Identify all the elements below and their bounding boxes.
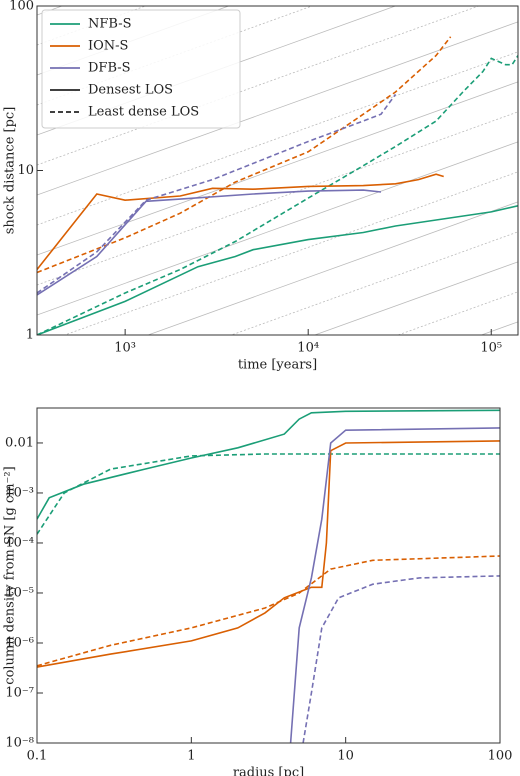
legend-label: Densest LOS bbox=[88, 83, 173, 98]
series-line bbox=[302, 575, 500, 743]
guide-line bbox=[37, 111, 518, 286]
guide-line bbox=[37, 51, 518, 226]
guide-line bbox=[146, 201, 518, 335]
guide-line bbox=[37, 81, 518, 256]
legend-box bbox=[41, 9, 241, 129]
guide-line bbox=[37, 562, 518, 735]
x-tick-label: 0.1 bbox=[27, 749, 48, 764]
guide-line bbox=[37, 502, 518, 675]
plot-frame bbox=[36, 407, 501, 744]
guide-line bbox=[37, 141, 518, 316]
guide-line bbox=[37, 412, 518, 585]
series-line bbox=[289, 427, 500, 743]
y-tick-label: 10⁻⁴ bbox=[5, 535, 34, 550]
guide-line bbox=[313, 261, 518, 335]
guide-line bbox=[230, 231, 518, 335]
y-tick-label: 10⁻³ bbox=[5, 485, 34, 500]
series-line bbox=[37, 409, 500, 520]
x-axis-label: radius [pc] bbox=[233, 766, 304, 776]
x-tick-label: 100 bbox=[488, 749, 513, 764]
guide-line bbox=[63, 171, 518, 335]
y-tick-label: 100 bbox=[9, 0, 34, 14]
y-tick-label: 10⁻⁶ bbox=[5, 635, 34, 650]
legend-label: Least dense LOS bbox=[88, 105, 199, 120]
guide-line bbox=[37, 442, 518, 615]
series-line bbox=[37, 453, 500, 535]
x-tick-label: 10⁵ bbox=[480, 341, 502, 356]
y-tick-label: 0.01 bbox=[5, 435, 34, 450]
x-axis-label: time [years] bbox=[238, 358, 317, 373]
guide-line bbox=[396, 291, 518, 335]
legend-label: DFB-S bbox=[88, 61, 131, 76]
x-tick-label: 10³ bbox=[114, 341, 136, 356]
guide-line bbox=[37, 21, 518, 196]
y-tick-label: 10⁻⁷ bbox=[5, 685, 34, 700]
x-tick-label: 10⁴ bbox=[297, 341, 319, 356]
x-tick-label: 10 bbox=[337, 749, 354, 764]
y-tick-label: 10⁻⁸ bbox=[5, 736, 34, 751]
series-line bbox=[37, 555, 500, 667]
y-tick-label: 10 bbox=[17, 163, 34, 178]
y-tick-label: 10⁻⁵ bbox=[5, 585, 34, 600]
series-line bbox=[37, 205, 518, 335]
y-axis-label: shock distance [pc] bbox=[3, 107, 18, 235]
series-line bbox=[37, 189, 382, 296]
guide-line bbox=[37, 6, 480, 166]
legend-label: ION-S bbox=[88, 39, 128, 54]
y-axis-label: column density from SN [g cm⁻²] bbox=[3, 466, 18, 684]
legend-label: NFB-S bbox=[88, 17, 132, 32]
series-line bbox=[37, 440, 500, 668]
series-line bbox=[37, 93, 397, 294]
plot-area bbox=[37, 409, 500, 743]
x-tick-label: 1 bbox=[187, 749, 195, 764]
y-tick-label: 1 bbox=[26, 328, 34, 343]
series-line bbox=[37, 173, 444, 270]
guide-line bbox=[37, 352, 518, 525]
series-line bbox=[37, 36, 452, 274]
